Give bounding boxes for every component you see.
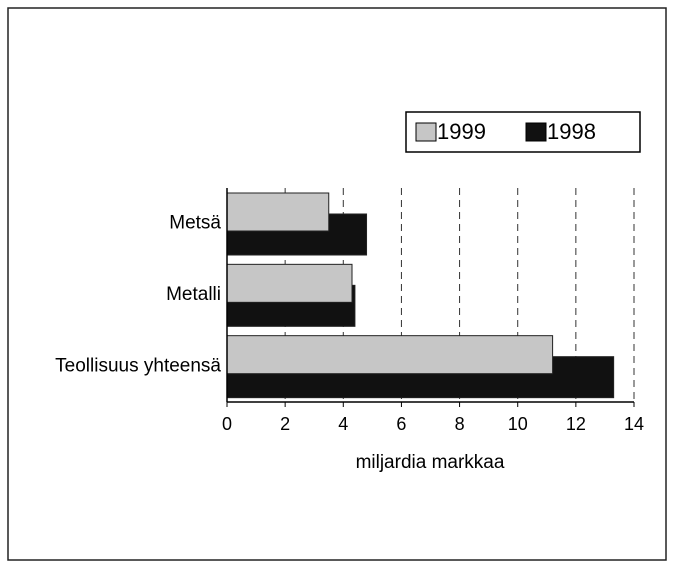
x-tick-label: 6 [396,414,406,434]
bar [226,263,353,303]
x-tick-label: 0 [222,414,232,434]
legend-swatch [525,122,547,142]
x-tick-label: 12 [566,414,586,434]
legend-label: 1999 [437,119,486,144]
bar [226,335,554,375]
y-tick-label: Metalli [166,284,221,305]
y-tick-label: Teollisuus yhteensä [55,355,221,376]
legend-box [405,111,641,153]
legend-label: 1998 [547,119,596,144]
legend-swatch [415,122,437,142]
x-axis-label: miljardia markkaa [356,452,505,473]
x-tick-label: 2 [280,414,290,434]
x-tick-label: 14 [624,414,644,434]
x-tick-label: 10 [508,414,528,434]
y-tick-label: Metsä [169,213,221,234]
x-tick-label: 8 [455,414,465,434]
bar [226,192,330,232]
x-tick-label: 4 [338,414,348,434]
